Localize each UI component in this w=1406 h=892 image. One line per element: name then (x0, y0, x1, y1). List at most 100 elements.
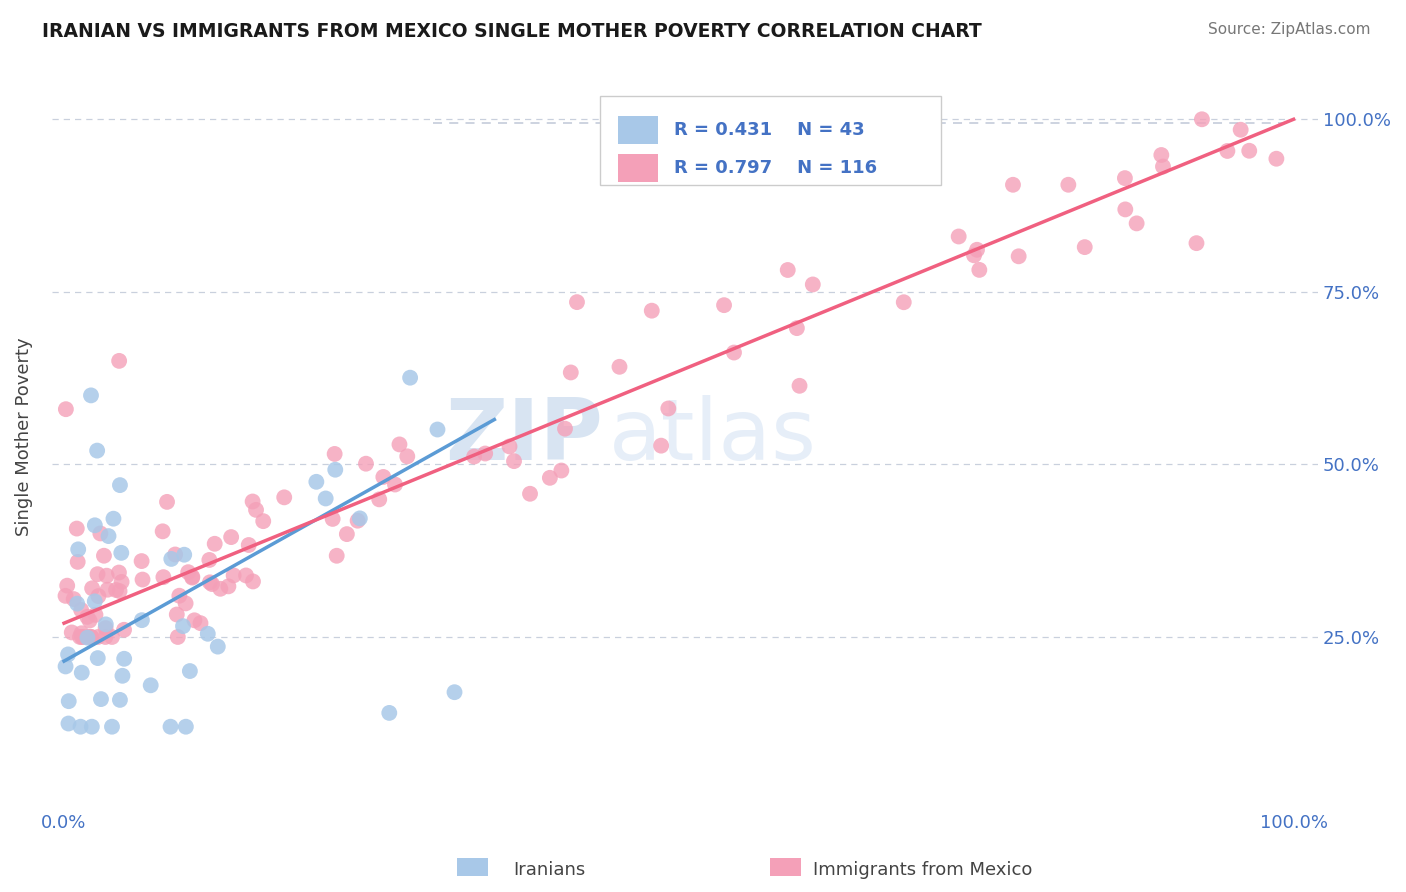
Point (87, 651, 110, 665)
Point (219, 530, 242, 544)
Text: Source: ZipAtlas.com: Source: ZipAtlas.com (1208, 22, 1371, 37)
Point (560, 366, 582, 380)
Point (179, 664, 201, 678)
Point (893, 295, 915, 310)
Point (160, 552, 183, 566)
Point (70, 665, 93, 680)
Point (111, 669, 134, 683)
Point (181, 570, 204, 584)
Point (315, 491, 337, 506)
Point (273, 491, 295, 505)
Text: atlas: atlas (609, 395, 817, 478)
Point (641, 303, 664, 318)
Point (323, 447, 346, 461)
Point (108, 584, 131, 599)
Text: R = 0.797    N = 116: R = 0.797 N = 116 (673, 159, 877, 177)
Point (89, 526, 111, 541)
Point (69, 720, 91, 734)
Point (56, 579, 79, 593)
Point (443, 685, 465, 699)
Point (101, 720, 124, 734)
Point (222, 568, 245, 582)
Point (1191, 112, 1213, 127)
Point (131, 554, 153, 568)
Point (1125, 216, 1147, 230)
Bar (457, 858, 488, 876)
Point (56, 648, 79, 662)
Point (948, 229, 970, 244)
Point (96, 568, 118, 582)
Point (79, 614, 101, 628)
Point (105, 582, 128, 597)
Point (55, 659, 77, 673)
Point (198, 553, 221, 567)
Point (94, 630, 117, 644)
Point (131, 613, 153, 627)
Point (80, 630, 103, 644)
Point (108, 566, 131, 580)
Point (87, 589, 110, 603)
Point (112, 623, 135, 637)
Point (66, 522, 89, 536)
Point (173, 548, 195, 562)
Point (503, 454, 526, 468)
Point (373, 470, 395, 484)
Point (166, 630, 188, 644)
Point (388, 437, 411, 451)
Point (245, 503, 267, 517)
Point (131, 573, 153, 587)
Point (58, 716, 80, 731)
Point (108, 478, 131, 492)
Point (396, 450, 419, 464)
Point (86, 443, 108, 458)
Point (650, 439, 672, 453)
Point (1074, 240, 1097, 254)
Point (538, 471, 561, 485)
Y-axis label: Single Mother Poverty: Single Mother Poverty (15, 337, 32, 536)
Point (349, 511, 371, 525)
Point (713, 298, 735, 312)
Point (80, 630, 103, 644)
Point (426, 423, 449, 437)
Point (152, 570, 174, 584)
Point (463, 450, 485, 464)
Point (789, 379, 811, 393)
Point (565, 295, 588, 310)
Point (152, 524, 174, 539)
Point (69, 630, 91, 644)
Point (112, 652, 135, 666)
Point (325, 549, 347, 563)
Point (336, 527, 359, 541)
Point (354, 457, 377, 471)
Point (209, 582, 232, 596)
Point (156, 495, 179, 509)
Point (657, 401, 679, 416)
Point (84, 607, 107, 622)
Text: IRANIAN VS IMMIGRANTS FROM MEXICO SINGLE MOTHER POVERTY CORRELATION CHART: IRANIAN VS IMMIGRANTS FROM MEXICO SINGLE… (42, 22, 981, 41)
Point (201, 577, 224, 591)
Point (70, 603, 93, 617)
Point (165, 548, 187, 562)
Point (238, 538, 260, 552)
Bar (770, 858, 801, 876)
Point (1008, 249, 1031, 263)
Point (1216, 144, 1239, 158)
Point (399, 370, 422, 384)
Point (103, 512, 125, 526)
Point (97, 529, 120, 543)
Point (1057, 178, 1080, 192)
Point (801, 277, 824, 292)
Point (204, 537, 226, 551)
Point (217, 579, 239, 593)
Point (378, 706, 401, 720)
Point (169, 589, 191, 603)
Point (474, 446, 496, 460)
Point (94, 617, 117, 632)
Point (93, 549, 115, 563)
Point (80, 720, 103, 734)
Point (66, 555, 89, 569)
Point (190, 616, 212, 631)
Point (94, 621, 117, 635)
Point (70, 630, 93, 644)
Point (70, 626, 93, 640)
